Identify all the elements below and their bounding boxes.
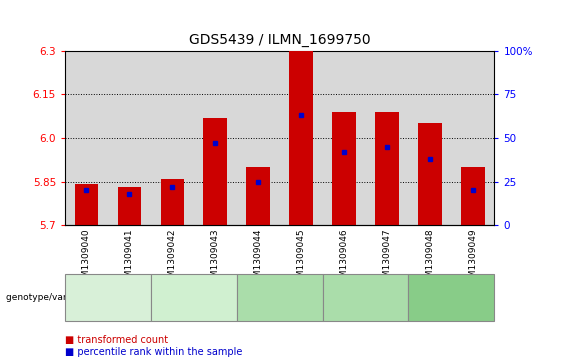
Text: ■ percentile rank within the sample: ■ percentile rank within the sample [65,347,242,357]
Bar [418,123,442,225]
Text: FAT10 M2 mutant
(right region
mutation): FAT10 M2 mutant (right region mutation) [332,283,399,313]
Bar [280,51,323,225]
Bar [451,51,494,225]
Bar [75,184,98,225]
Bar [118,187,141,225]
Text: parental
wild-type: parental wild-type [90,288,125,307]
Bar [194,51,237,225]
Bar [366,51,408,225]
Text: GSM1309044: GSM1309044 [254,229,263,289]
Bar [151,51,194,225]
Text: GSM1309049: GSM1309049 [468,229,477,289]
Bar [246,167,270,225]
Text: GSM1309040: GSM1309040 [82,229,91,289]
Bar [65,51,108,225]
Bar [323,51,366,225]
Text: genotype/variation ▶: genotype/variation ▶ [6,293,102,302]
Bar [461,167,485,225]
Bar [237,51,280,225]
Text: GSM1309048: GSM1309048 [425,229,434,289]
Bar [408,51,451,225]
Bar [332,112,356,225]
Title: GDS5439 / ILMN_1699750: GDS5439 / ILMN_1699750 [189,33,371,47]
Bar [375,112,399,225]
Text: FAT10 M12 mutant
(left and right
region mutation): FAT10 M12 mutant (left and right region … [416,283,487,313]
Text: FAT10 wild-type: FAT10 wild-type [164,293,224,302]
Text: GSM1309042: GSM1309042 [168,229,177,289]
Bar [108,51,151,225]
Text: GSM1309043: GSM1309043 [211,229,220,289]
Bar [160,179,184,225]
Bar [289,51,313,225]
Text: FAT10 M1 mutant
(left region
mutation): FAT10 M1 mutant (left region mutation) [246,283,313,313]
Text: ■ transformed count: ■ transformed count [65,335,168,345]
Text: GSM1309041: GSM1309041 [125,229,134,289]
Bar [203,118,227,225]
Text: GSM1309047: GSM1309047 [383,229,392,289]
Text: GSM1309045: GSM1309045 [297,229,306,289]
Text: GSM1309046: GSM1309046 [340,229,349,289]
